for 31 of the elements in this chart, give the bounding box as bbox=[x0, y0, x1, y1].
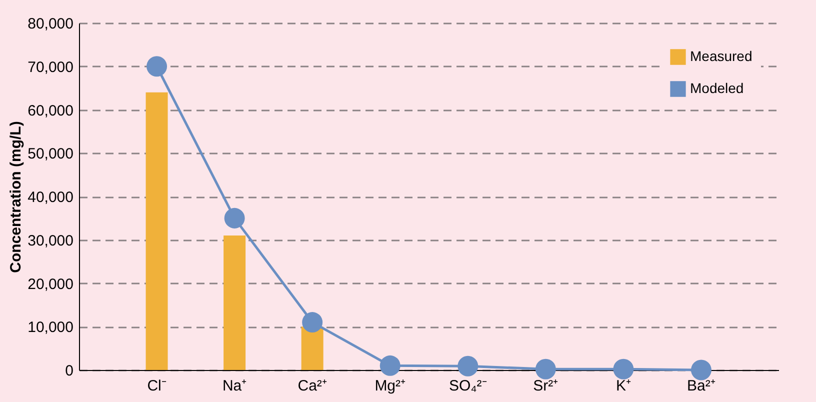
y-tick-label: 20,000 bbox=[28, 276, 74, 293]
x-tick-label: Sr²⁺ bbox=[533, 378, 558, 394]
x-tick-label: Ca²⁺ bbox=[298, 378, 327, 394]
x-tick-label: Cl⁻ bbox=[147, 378, 166, 394]
y-tick-label: 60,000 bbox=[28, 102, 74, 120]
point bbox=[380, 355, 400, 376]
legend-label: Modeled bbox=[690, 80, 744, 96]
point bbox=[535, 358, 556, 380]
y-tick-label: 40,000 bbox=[28, 189, 74, 206]
y-tick-label: 70,000 bbox=[28, 58, 74, 76]
point bbox=[458, 356, 478, 376]
x-tick-label: Na⁺ bbox=[222, 378, 247, 394]
legend-label: Measured bbox=[690, 48, 752, 64]
y-tick-label: 30,000 bbox=[28, 232, 74, 250]
point bbox=[613, 358, 634, 380]
y-axis-title: Concentration (mg/L) bbox=[8, 121, 25, 273]
bar bbox=[301, 326, 324, 370]
x-tick-label: K⁺ bbox=[616, 378, 631, 394]
point bbox=[302, 312, 323, 333]
x-tick-label: Ba²⁺ bbox=[687, 378, 716, 394]
point bbox=[224, 208, 245, 228]
x-tick-label: SO₄²⁻ bbox=[448, 378, 487, 394]
bar bbox=[146, 92, 168, 370]
point bbox=[690, 360, 712, 380]
y-tick-label: 80,000 bbox=[28, 16, 74, 32]
y-tick-label: 50,000 bbox=[28, 146, 74, 163]
y-tick-label: 10,000 bbox=[28, 319, 74, 336]
y-tick-label: 0 bbox=[65, 362, 74, 380]
x-tick-label: Mg²⁺ bbox=[374, 378, 406, 394]
point bbox=[146, 56, 168, 77]
bar bbox=[224, 236, 246, 370]
